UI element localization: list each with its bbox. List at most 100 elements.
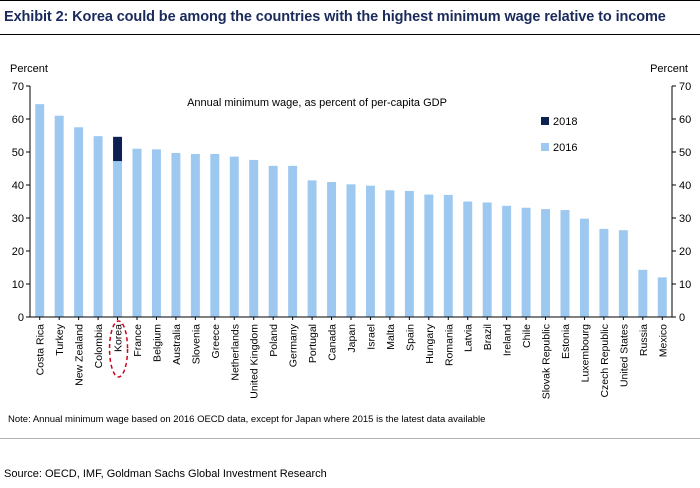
left-axis-ticks: 0 10 20 30 40 50 60 70: [12, 81, 30, 324]
bar-2016: [54, 115, 64, 317]
exhibit-title: Exhibit 2: Korea could be among the coun…: [4, 9, 666, 25]
chart-note: Note: Annual minimum wage based on 2016 …: [8, 414, 486, 425]
bar-2016: [599, 228, 609, 317]
bar-2016: [151, 149, 161, 317]
x-tick-label: Latvia: [463, 324, 475, 352]
bar-2016: [190, 153, 200, 317]
y-axis-label-right: Percent: [650, 63, 688, 75]
right-tick-label: 60: [679, 114, 691, 126]
bar-2016: [443, 194, 453, 317]
x-tick-label: Turkey: [54, 323, 66, 355]
top-rule: [0, 0, 700, 1]
left-tick-label: 10: [12, 279, 24, 291]
right-tick-label: 0: [679, 312, 685, 324]
title-rule: [0, 34, 700, 35]
left-tick-label: 30: [12, 213, 24, 225]
chart-title: Annual minimum wage, as percent of per-c…: [187, 97, 447, 109]
x-tick-label: Israel: [365, 324, 377, 350]
bar-2016: [35, 104, 45, 318]
korea-highlight-circle: [108, 320, 129, 378]
bar-2016: [171, 152, 181, 317]
left-tick-label: 20: [12, 246, 24, 258]
x-tick-label: Luxembourg: [579, 324, 591, 383]
x-tick-label: Slovak Republic: [541, 324, 553, 399]
bar-2016: [327, 182, 337, 317]
chart-panel: Percent Percent Annual minimum wage, as …: [0, 54, 700, 439]
x-tick-label: Australia: [171, 324, 183, 365]
x-tick-label: Portugal: [307, 324, 319, 363]
left-tick-label: 0: [18, 312, 24, 324]
x-tick-label: Ireland: [502, 324, 514, 356]
x-tick-label: Costa Rica: [35, 324, 47, 376]
x-tick-label: Slovenia: [190, 324, 202, 364]
left-tick-label: 60: [12, 114, 24, 126]
x-tick-label: Belgium: [151, 324, 163, 362]
bar-2016: [229, 156, 239, 317]
right-axis-ticks: 0 10 20 30 40 50 60 70: [672, 81, 691, 324]
left-tick-label: 50: [12, 147, 24, 159]
x-tick-label: United States: [618, 324, 630, 387]
x-tick-label: Estonia: [560, 324, 572, 359]
right-tick-label: 10: [679, 279, 691, 291]
y-axis-label-left: Percent: [10, 63, 48, 75]
bars: [35, 104, 667, 318]
legend: 2018 2016: [541, 116, 577, 154]
x-tick-label: Canada: [327, 324, 339, 361]
bar-2016: [541, 209, 551, 317]
left-tick-label: 70: [12, 81, 24, 93]
x-tick-label: Romania: [443, 324, 455, 366]
source-line: Source: OECD, IMF, Goldman Sachs Global …: [4, 468, 327, 480]
x-tick-label: Netherlands: [229, 324, 241, 381]
left-tick-label: 40: [12, 180, 24, 192]
x-tick-label: Mexico: [657, 324, 669, 357]
x-tick-label: Malta: [385, 324, 397, 350]
x-tick-label: Spain: [404, 324, 416, 351]
x-tick-label: United Kingdom: [249, 324, 261, 399]
x-tick-label: Chile: [521, 324, 533, 348]
bar-2016: [424, 194, 434, 317]
bar-2016: [657, 277, 667, 317]
right-tick-label: 30: [679, 213, 691, 225]
bar-2016: [521, 207, 531, 317]
legend-label-2018: 2018: [553, 116, 577, 128]
legend-swatch-2016: [541, 143, 549, 151]
bar-2016: [74, 127, 84, 317]
bar-2016: [463, 201, 473, 317]
x-tick-label: Japan: [346, 324, 358, 353]
bar-2016: [482, 202, 492, 317]
legend-swatch-2018: [541, 117, 549, 125]
right-tick-label: 50: [679, 147, 691, 159]
bar-2016: [249, 159, 259, 317]
x-tick-label: Germany: [288, 323, 300, 367]
bar-2016: [618, 230, 628, 317]
x-tick-label: Greece: [210, 324, 222, 359]
bar-2016: [365, 185, 375, 317]
bar-2016: [93, 136, 103, 317]
x-tick-label: Brazil: [482, 324, 494, 350]
x-tick-label: Hungary: [424, 323, 436, 363]
bar-chart: Percent Percent Annual minimum wage, as …: [10, 63, 691, 399]
x-tick-label: Russia: [638, 324, 650, 356]
bar-2016: [132, 148, 142, 317]
x-tick-label: Colombia: [93, 324, 105, 369]
bar-2016: [268, 165, 278, 317]
bar-2016: [210, 153, 220, 317]
bar-2016: [346, 184, 356, 317]
x-tick-label: New Zealand: [74, 324, 86, 386]
bar-2016: [502, 205, 512, 317]
x-tick-label: Korea: [113, 324, 125, 352]
bar-2018: [113, 136, 123, 162]
bar-2016: [404, 190, 414, 317]
bar-2016: [113, 161, 123, 317]
bar-2016: [560, 210, 570, 317]
bar-2016: [579, 218, 589, 317]
bar-2016: [638, 269, 648, 317]
bar-2016: [307, 180, 317, 317]
x-tick-label: Poland: [268, 324, 280, 357]
right-tick-label: 20: [679, 246, 691, 258]
right-tick-label: 70: [679, 81, 691, 93]
x-axis-labels: Costa Rica Turkey New Zealand Colombia Korea…: [35, 317, 669, 399]
bar-2016: [288, 165, 298, 317]
bar-2016: [385, 190, 395, 317]
legend-label-2016: 2016: [553, 142, 577, 154]
